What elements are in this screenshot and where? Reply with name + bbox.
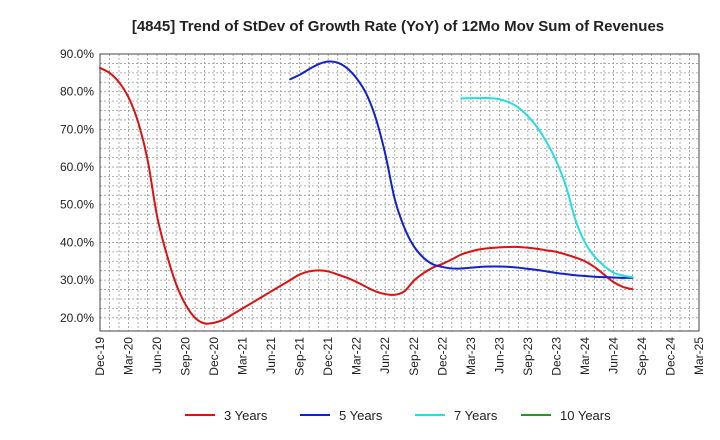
x-tick-label: Sep-23 [521, 337, 535, 376]
x-tick-label: Jun-20 [150, 337, 164, 374]
x-tick-label: Mar-25 [692, 337, 706, 375]
x-tick-label: Mar-21 [236, 337, 250, 375]
x-tick-label: Dec-23 [549, 337, 563, 376]
x-tick-label: Sep-20 [179, 337, 193, 376]
x-tick-label: Jun-21 [264, 337, 278, 374]
x-tick-label: Jun-24 [606, 337, 620, 374]
y-tick-label: 30.0% [60, 273, 94, 287]
x-tick-label: Mar-24 [578, 337, 592, 375]
x-tick-label: Sep-24 [635, 337, 649, 376]
legend-label-7-years: 7 Years [454, 408, 498, 423]
x-tick-label: Mar-23 [464, 337, 478, 375]
x-tick-label: Mar-20 [122, 337, 136, 375]
x-tick-label: Dec-22 [435, 337, 449, 376]
x-tick-label: Jun-22 [378, 337, 392, 374]
x-tick-label: Jun-23 [492, 337, 506, 374]
y-tick-label: 40.0% [60, 235, 94, 249]
chart-title: [4845] Trend of StDev of Growth Rate (Yo… [132, 18, 664, 35]
x-tick-label: Sep-22 [407, 337, 421, 376]
x-tick-label: Sep-21 [293, 337, 307, 376]
x-tick-label: Dec-24 [663, 337, 677, 376]
x-tick-label: Dec-19 [93, 337, 107, 376]
plot-frame [99, 53, 700, 332]
x-tick-label: Dec-21 [321, 337, 335, 376]
plot-area: 20.0% 30.0% 40.0% 50.0% 60.0% 70.0% 80.0% 90.0%… [60, 47, 706, 376]
series-line-7-years [460, 97, 634, 279]
legend-label-10-years: 10 Years [560, 408, 611, 423]
x-tick-label: Mar-22 [350, 337, 364, 375]
y-tick-label: 20.0% [60, 311, 94, 325]
y-tick-label: 90.0% [60, 47, 94, 61]
legend: 3 Years 5 Years 7 Years 10 Years [185, 408, 611, 423]
series-line-3-years [99, 66, 634, 325]
y-tick-label: 60.0% [60, 160, 94, 174]
x-tick-label: Dec-20 [207, 337, 221, 376]
legend-label-3-years: 3 Years [224, 408, 268, 423]
y-tick-label: 80.0% [60, 85, 94, 99]
y-tick-label: 50.0% [60, 198, 94, 212]
legend-label-5-years: 5 Years [339, 408, 383, 423]
series-line-5-years [289, 60, 634, 279]
y-tick-label: 70.0% [60, 122, 94, 136]
